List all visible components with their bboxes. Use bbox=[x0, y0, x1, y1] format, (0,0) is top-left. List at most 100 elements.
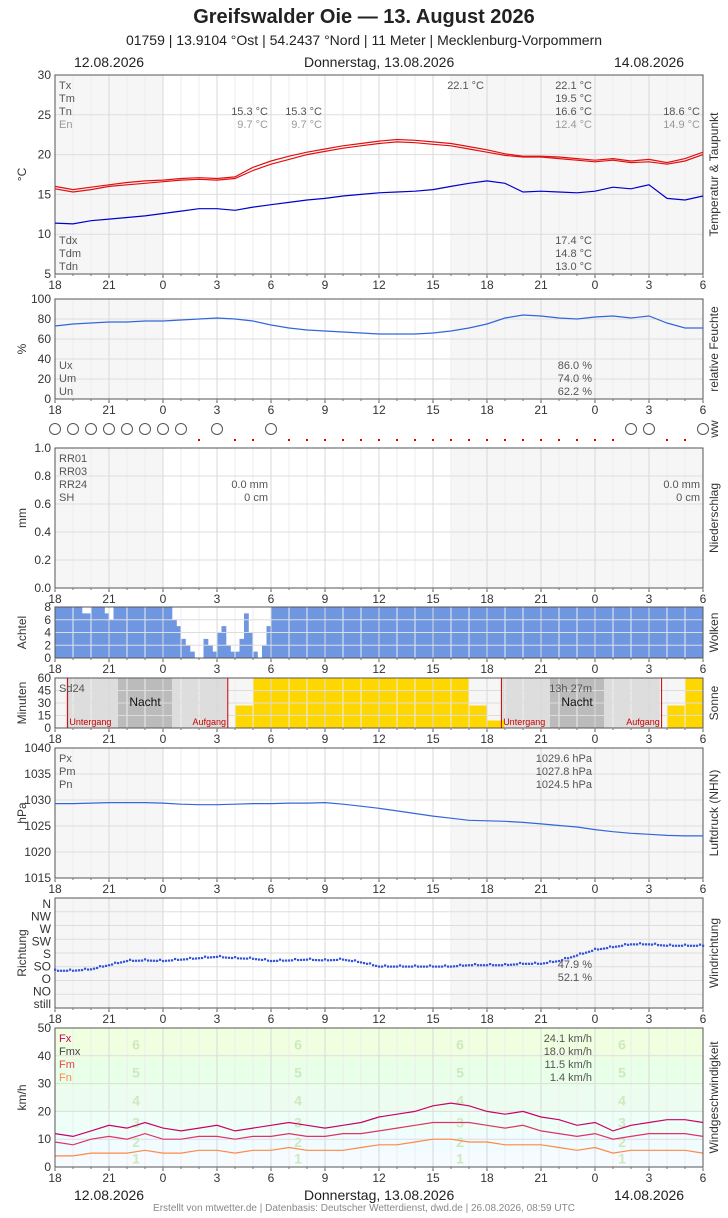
winddir-dot bbox=[126, 959, 129, 963]
bft-label: 6 bbox=[294, 1037, 302, 1053]
winddir-dot bbox=[294, 958, 297, 961]
winddir-dot bbox=[75, 969, 78, 972]
winddir-dot bbox=[165, 959, 168, 962]
x-tick-label: 6 bbox=[268, 662, 275, 676]
windspeed-stat-label: Fmx bbox=[59, 1046, 81, 1058]
humidity-ylabel: % bbox=[15, 343, 29, 354]
x-tick-label: 3 bbox=[646, 1171, 653, 1185]
winddir-dot bbox=[180, 958, 183, 961]
bft-label: 6 bbox=[456, 1037, 464, 1053]
winddir-dot bbox=[141, 959, 144, 962]
winddir-dot bbox=[255, 958, 258, 961]
y-tick-label: 30 bbox=[38, 1077, 52, 1091]
page-title: Greifswalder Oie — 13. August 2026 bbox=[193, 6, 535, 28]
pressure-stat-value: 1024.5 hPa bbox=[536, 779, 593, 791]
winddir-dot bbox=[408, 965, 411, 968]
winddir-dot bbox=[465, 964, 468, 967]
winddir-dot bbox=[453, 965, 456, 968]
winddir-dot bbox=[123, 960, 126, 963]
y-tick-label: 4 bbox=[44, 626, 51, 640]
y-tick-label: 45 bbox=[38, 684, 52, 698]
y-tick-label: 1035 bbox=[24, 767, 51, 781]
x-tick-label: 9 bbox=[322, 592, 329, 606]
winddir-dot bbox=[330, 959, 333, 962]
x-tick-label: 3 bbox=[214, 882, 221, 896]
cloud-bar bbox=[203, 638, 209, 658]
winddir-dot bbox=[651, 943, 654, 946]
temp-stat-label: En bbox=[59, 119, 72, 131]
ww-circle bbox=[265, 423, 277, 435]
precip-stat-day2: 0 cm bbox=[676, 492, 700, 504]
winddir-dot bbox=[270, 959, 273, 963]
winddir-dot bbox=[447, 965, 450, 968]
winddir-dot bbox=[531, 962, 534, 965]
dew-stat-label: Tdx bbox=[59, 235, 78, 247]
temp-stat-day1b: 9.7 °C bbox=[291, 119, 322, 131]
x-tick-label: 0 bbox=[592, 278, 599, 292]
x-tick-label: 18 bbox=[480, 278, 494, 292]
wind-mean-line bbox=[55, 1138, 704, 1157]
winddir-dot bbox=[576, 954, 579, 957]
ww-dot bbox=[306, 439, 308, 441]
winddir-dot bbox=[369, 962, 372, 965]
ww-dot bbox=[558, 439, 560, 441]
winddir-dot bbox=[360, 961, 363, 964]
winddir-dot bbox=[606, 946, 609, 950]
y-tick-label: 0.0 bbox=[34, 581, 51, 595]
winddir-dot bbox=[420, 965, 423, 968]
winddir-dot bbox=[555, 960, 558, 963]
winddir-dot bbox=[78, 969, 81, 972]
x-tick-label: 0 bbox=[160, 732, 167, 746]
winddir-dot bbox=[81, 968, 84, 972]
winddir-dot bbox=[291, 959, 294, 962]
temp-stat-label: Tm bbox=[59, 93, 75, 105]
sun-bar bbox=[469, 705, 488, 728]
winddir-dot bbox=[459, 963, 462, 966]
cloud-bar bbox=[181, 638, 186, 658]
winddir-dot bbox=[207, 956, 210, 959]
winddir-dot bbox=[435, 965, 438, 968]
night-label-2: Nacht bbox=[561, 695, 593, 709]
x-tick-label: 3 bbox=[214, 1012, 221, 1026]
winddir-dot bbox=[681, 944, 684, 947]
bft-label: 4 bbox=[294, 1092, 302, 1108]
winddir-dot bbox=[60, 969, 63, 972]
winddir-dot bbox=[246, 957, 249, 960]
winddir-dot bbox=[381, 965, 384, 968]
winddir-dot bbox=[150, 959, 153, 962]
winddir-dot bbox=[84, 967, 87, 970]
x-tick-label: 9 bbox=[322, 1012, 329, 1026]
temperature-ylabel: °C bbox=[15, 167, 29, 181]
bft-label: 4 bbox=[456, 1092, 464, 1108]
winddir-dot bbox=[276, 959, 279, 962]
winddir-dot bbox=[675, 944, 678, 947]
x-tick-label: 9 bbox=[322, 732, 329, 746]
winddir-dot bbox=[498, 964, 501, 967]
winddir-dot bbox=[699, 943, 702, 946]
y-tick-label: 0 bbox=[44, 651, 51, 665]
winddir-dot bbox=[117, 962, 120, 965]
humidity-side-label: relative Feuchte bbox=[707, 306, 721, 392]
x-tick-label: 3 bbox=[214, 278, 221, 292]
winddir-ylabel: Richtung bbox=[15, 929, 29, 976]
bft-label: 2 bbox=[618, 1134, 626, 1150]
pressure-stat-value: 1029.6 hPa bbox=[536, 753, 593, 765]
winddir-dot bbox=[516, 963, 519, 966]
bft-label: 2 bbox=[456, 1134, 464, 1150]
sunrise-label-1: Aufgang bbox=[192, 717, 226, 727]
winddir-dot bbox=[321, 959, 324, 962]
winddir-dot bbox=[159, 958, 162, 961]
bft-label: 5 bbox=[294, 1064, 302, 1080]
bft-label: 5 bbox=[456, 1064, 464, 1080]
winddir-dot bbox=[87, 968, 90, 971]
winddir-dot bbox=[489, 963, 492, 966]
winddir-dot bbox=[693, 944, 696, 947]
winddir-dot bbox=[621, 944, 624, 947]
winddir-tick-label: SO bbox=[34, 960, 51, 974]
x-tick-label: 12 bbox=[372, 403, 386, 417]
y-tick-label: 1020 bbox=[24, 845, 51, 859]
y-tick-label: 60 bbox=[38, 671, 52, 685]
y-tick-label: 0.6 bbox=[34, 497, 51, 511]
temp-stat-day3: 14.9 °C bbox=[663, 119, 700, 131]
winddir-dot bbox=[102, 965, 105, 968]
